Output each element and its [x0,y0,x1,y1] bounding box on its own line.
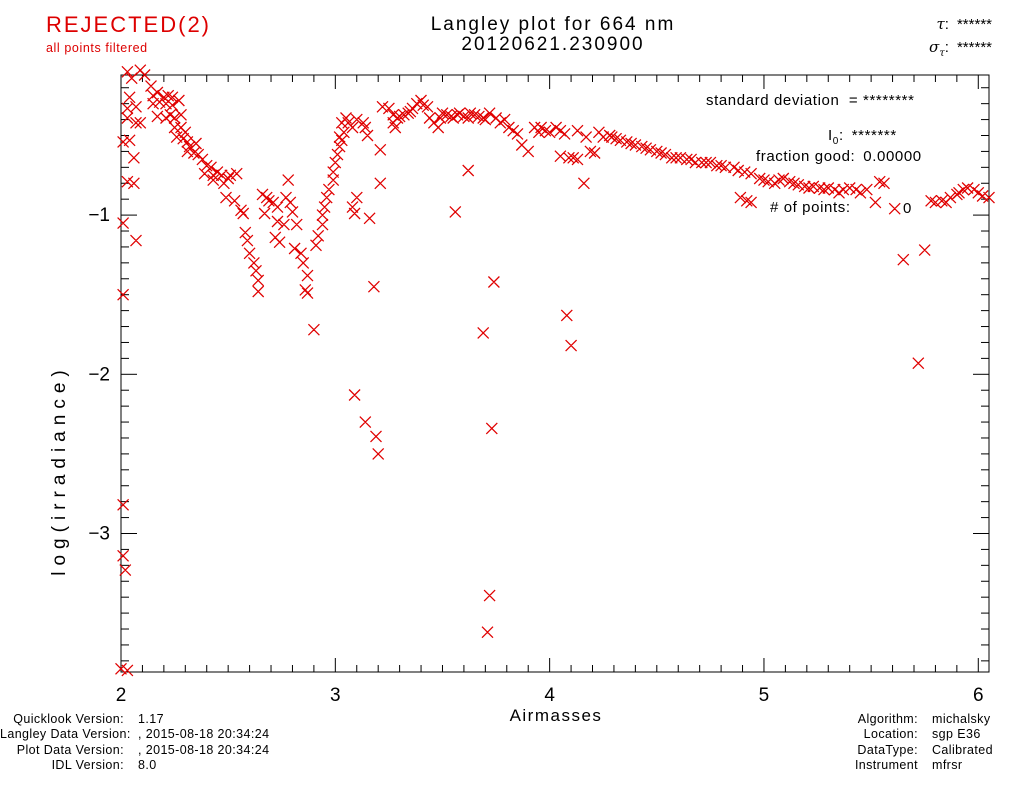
points-count-label: # of points: [770,199,851,216]
i0-base: I [828,127,833,144]
footer-value: Calibrated [932,742,993,757]
instrument-info-block: Algorithm: michalsky Location: sgp E36 Dat… [690,712,993,774]
sigma-tau-value: ****** [956,39,992,56]
plot-title-line2: 20120621.230900 [461,34,645,55]
footer-label: IDL Version: [51,758,124,773]
footer-value: , 2015-08-18 20:34:24 [138,742,270,757]
sigma-tau-row: στ: ****** [929,38,992,59]
footer-label: Algorithm: [857,712,918,726]
i0-value: ******* [851,127,897,144]
footer-value: 1.17 [138,712,164,726]
plot-title: Langley plot for 664 nm 20120621.230900 [431,15,676,55]
footer-label: DataType: [857,742,918,757]
fraction-good-row: fraction good: 0.00000 [756,148,922,165]
version-info-block: Quicklook Version: 1.17 Langley Data Vers… [0,712,269,774]
fraction-good-label: fraction good: [756,148,856,165]
y-tick-label: −2 [88,364,110,385]
i0-subscript: 0 [832,136,839,147]
y-tick-label: −1 [88,205,110,226]
x-tick-label: 4 [544,685,555,706]
tau-stats: τ: ****** στ: ****** [929,13,992,65]
data-points [115,64,995,677]
tau-row: τ: ****** [936,15,992,33]
tau-symbol: τ [936,15,945,33]
x-tick-label: 5 [759,685,770,706]
x-tick-label: 2 [116,685,127,706]
tau-value: ****** [956,16,992,33]
rejection-status-note: all points filtered [46,41,148,55]
plot-frame [120,74,990,673]
fraction-good-value: 0.00000 [863,148,922,165]
x-tick-label: 6 [973,685,984,706]
sigma-subscript: τ [939,48,945,59]
footer-label: Plot Data Version: [16,742,124,757]
footer-value: michalsky [932,712,991,726]
footer-label: Quicklook Version: [13,712,124,726]
footer-value: 8.0 [138,758,157,773]
standard-deviation-text: standard deviation = ******** [706,92,915,109]
footer-label: Langley Data Version: [0,727,131,742]
points-count-value: 0 [903,200,912,217]
i0-row: I0: ******* [828,127,897,147]
rejection-status-title: REJECTED(2) [46,12,212,37]
x-axis-title: Airmasses [509,706,603,725]
footer-value: sgp E36 [932,727,981,742]
footer-label: Instrument [854,758,918,773]
x-tick-label: 3 [330,685,341,706]
plot-title-line1: Langley plot for 664 nm [430,14,676,35]
sigma-symbol: σ [929,38,940,56]
y-axis-title: log(irradiance) [49,364,70,576]
y-tick-label: −3 [88,523,110,544]
footer-label: Location: [863,727,918,742]
rejection-status: REJECTED(2) all points filtered [46,12,211,55]
footer-value: , 2015-08-18 20:34:24 [138,727,270,742]
footer-value: mfrsr [932,758,963,773]
